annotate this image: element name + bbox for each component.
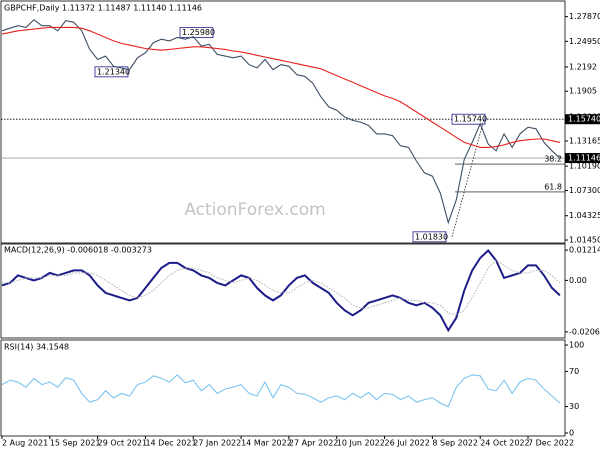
y-tick-label: 1.27870: [569, 12, 600, 21]
annotation-box: [451, 113, 486, 125]
fib-label: 61.8: [544, 182, 562, 191]
series-line: [1, 26, 561, 148]
x-tick-label: 8 Sep 2022: [432, 439, 478, 448]
macd-title: MACD(12,26,9) -0.006018 -0.003273: [4, 246, 152, 255]
x-tick-label: 2 Aug 2021: [2, 439, 48, 448]
y-tick-label: 1.24950: [569, 37, 600, 46]
price-title: GBPCHF,Daily 1.11372 1.11487 1.11140 1.1…: [4, 4, 202, 13]
x-tick-label: 10 Jun 2022: [337, 439, 385, 448]
y-tick-label: 0.012145: [569, 246, 600, 255]
x-tick-label: 14 Dec 2021: [145, 439, 196, 448]
y-tick-label: 0: [569, 429, 574, 438]
level-box: [565, 114, 600, 125]
level-label: 1.11146: [568, 154, 600, 163]
series-line: [1, 374, 561, 408]
rsi-title: RSI(14) 34.1548: [4, 343, 69, 352]
y-tick-label: 0.00: [569, 276, 587, 285]
level-box: [565, 153, 600, 164]
series-line: [2, 259, 561, 316]
y-tick-label: 100: [569, 341, 584, 350]
fib-label: 38.2: [544, 155, 562, 164]
y-tick-label: 70: [569, 367, 579, 376]
x-tick-label: 7 Dec 2022: [528, 439, 574, 448]
x-tick-label: 24 Oct 2022: [480, 439, 529, 448]
x-tick-label: 27 Apr 2022: [289, 439, 338, 448]
y-tick-label: -0.020656: [569, 327, 600, 336]
y-tick-label: 1.04325: [569, 211, 600, 220]
y-tick-label: 1.10190: [569, 162, 600, 171]
series-line: [1, 19, 561, 225]
x-tick-label: 27 Jan 2022: [193, 439, 241, 448]
y-tick-label: 1.13165: [569, 136, 600, 145]
x-tick-label: 14 Mar 2022: [241, 439, 292, 448]
rsi-panel: [0, 339, 566, 437]
watermark: ActionForex.com: [184, 200, 325, 220]
y-tick-label: 1.1905: [569, 87, 597, 96]
annotation-box: [94, 66, 129, 78]
x-tick-label: 15 Sep 2021: [50, 439, 101, 448]
annotation-label: 1.21340: [97, 67, 130, 76]
y-tick-label: 1.01450: [569, 236, 600, 245]
annotation-label: 1.01830: [415, 232, 448, 241]
swing-line: [451, 119, 485, 237]
x-tick-label: 26 Jul 2022: [385, 439, 430, 448]
level-label: 1.15740: [568, 115, 600, 124]
annotation-box: [179, 27, 214, 39]
y-tick-label: 30: [569, 402, 579, 411]
y-tick-label: 1.2192: [569, 62, 597, 71]
series-line: [1, 249, 561, 333]
annotation-box: [412, 231, 447, 243]
y-tick-label: 1.07300: [569, 186, 600, 195]
annotation-label: 1.25980: [182, 28, 215, 37]
annotation-label: 1.15740: [454, 115, 487, 124]
macd-panel: [0, 243, 566, 339]
x-tick-label: 29 Oct 2021: [98, 439, 147, 448]
